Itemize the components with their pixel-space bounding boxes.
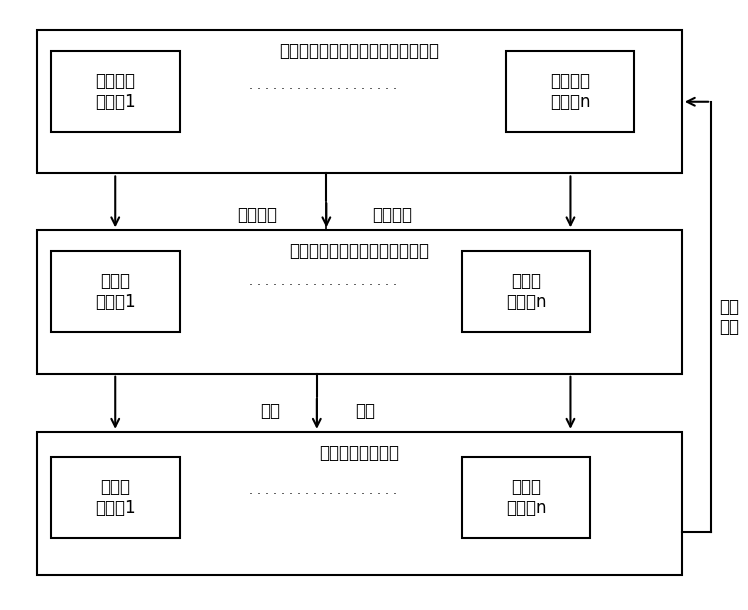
Text: 子系统
控制器1: 子系统 控制器1 [95,478,136,517]
Bar [52,458,180,538]
Bar [52,51,180,132]
Text: 多输入多输出非线性微分代数子系统: 多输入多输出非线性微分代数子系统 [279,42,439,60]
Text: 常微分
子系统1: 常微分 子系统1 [95,272,136,311]
Text: 微分同胚: 微分同胚 [236,206,277,224]
Bar [506,51,634,132]
Text: 多输入多输出非线性常微分系统: 多输入多输出非线性常微分系统 [289,242,429,260]
Text: · · · · · · · · · · · · · · · · · · ·: · · · · · · · · · · · · · · · · · · · [248,488,396,501]
Text: 微分代数
子系统n: 微分代数 子系统n [550,72,590,110]
Text: 方法: 方法 [355,402,375,420]
Text: 反步: 反步 [260,402,280,420]
Bar [37,231,682,374]
Text: · · · · · · · · · · · · · · · · · · ·: · · · · · · · · · · · · · · · · · · · [248,279,396,292]
Text: 状态反馈: 状态反馈 [373,206,412,224]
Text: 常微分
子系统n: 常微分 子系统n [506,272,546,311]
Bar [37,432,682,575]
Text: 子系统
控制器n: 子系统 控制器n [506,478,546,517]
Bar [52,251,180,332]
Text: · · · · · · · · · · · · · · · · · · ·: · · · · · · · · · · · · · · · · · · · [248,84,396,96]
Text: 镇定
控制: 镇定 控制 [720,298,740,336]
Text: 大系统镇定控制器: 大系统镇定控制器 [319,443,399,462]
Bar [462,251,590,332]
Text: 微分代数
子系统1: 微分代数 子系统1 [95,72,136,110]
Bar [462,458,590,538]
Bar [37,30,682,173]
